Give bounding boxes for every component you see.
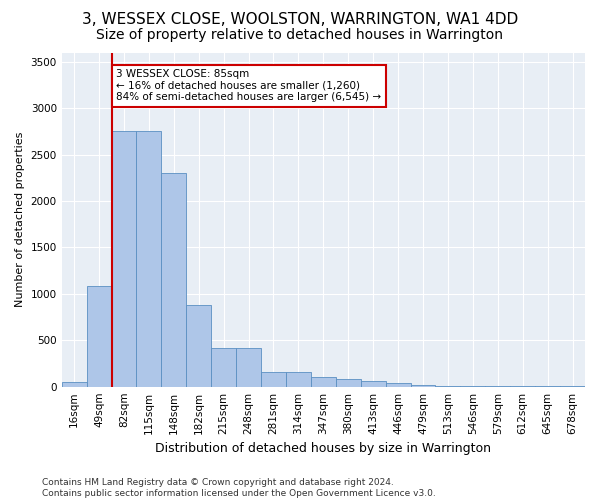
Bar (336, 380, 361, 386)
Text: 3 WESSEX CLOSE: 85sqm
← 16% of detached houses are smaller (1,260)
84% of semi-d: 3 WESSEX CLOSE: 85sqm ← 16% of detached … (116, 69, 382, 102)
Bar (211, 348, 236, 387)
Bar (186, 305, 211, 386)
Bar (161, 173, 186, 386)
Bar (261, 372, 286, 386)
Text: 3, WESSEX CLOSE, WOOLSTON, WARRINGTON, WA1 4DD: 3, WESSEX CLOSE, WOOLSTON, WARRINGTON, W… (82, 12, 518, 28)
Bar (286, 372, 311, 386)
Bar (112, 132, 136, 386)
Bar (386, 384, 410, 386)
X-axis label: Distribution of detached houses by size in Warrington: Distribution of detached houses by size … (155, 442, 491, 455)
Bar (311, 378, 336, 386)
Bar (136, 132, 161, 386)
Bar (62, 382, 86, 386)
Bar (236, 348, 261, 387)
Bar (361, 381, 386, 386)
Bar (410, 385, 436, 386)
Bar (86, 286, 112, 386)
Text: Contains HM Land Registry data © Crown copyright and database right 2024.
Contai: Contains HM Land Registry data © Crown c… (42, 478, 436, 498)
Y-axis label: Number of detached properties: Number of detached properties (15, 132, 25, 308)
Text: Size of property relative to detached houses in Warrington: Size of property relative to detached ho… (97, 28, 503, 42)
